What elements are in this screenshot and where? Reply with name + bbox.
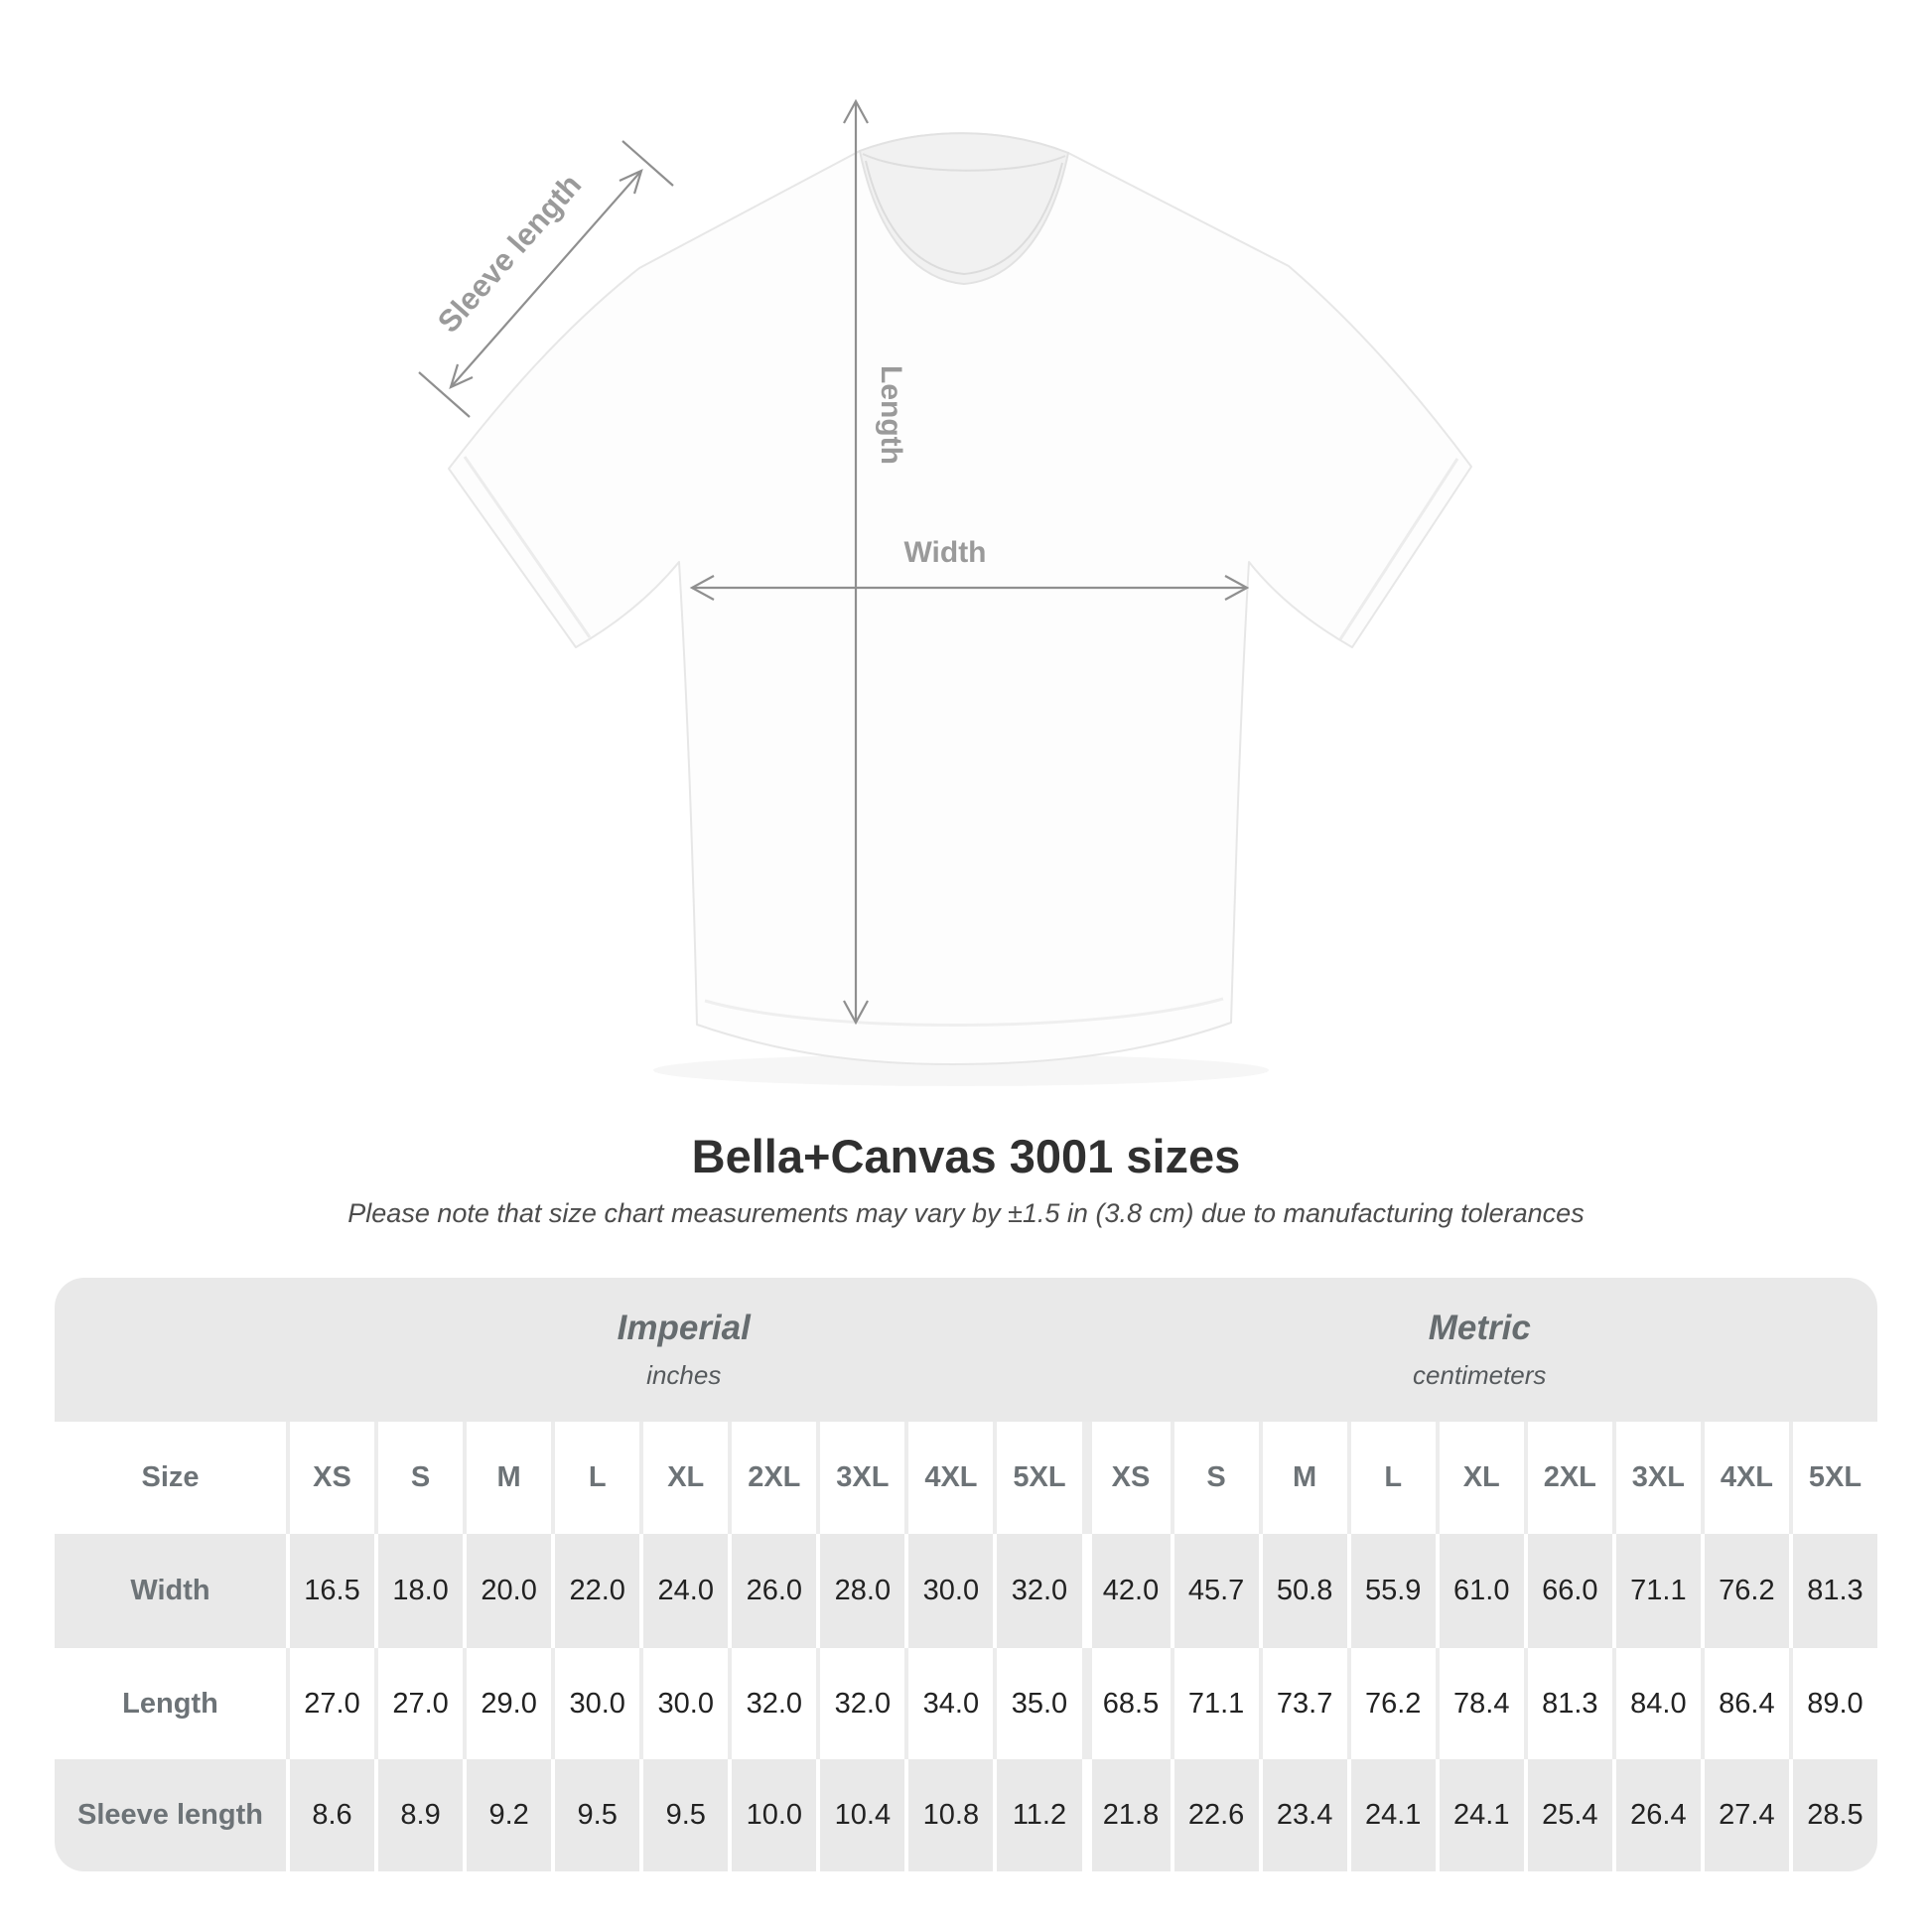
value-cell: 81.3 [1523,1648,1612,1759]
size-header-imperial-m: M [463,1422,552,1534]
size-header-imperial-xl: XL [639,1422,729,1534]
value-cell: 68.5 [1081,1648,1171,1759]
value-cell: 78.4 [1435,1648,1524,1759]
value-cell: 20.0 [463,1534,552,1648]
value-cell: 71.1 [1611,1534,1701,1648]
width-arrow [689,575,1250,601]
size-header-imperial-s: S [374,1422,464,1534]
size-header-metric-l: L [1346,1422,1436,1534]
size-header-metric-2xl: 2XL [1523,1422,1612,1534]
value-cell: 10.0 [728,1759,817,1871]
value-cell: 73.7 [1258,1648,1347,1759]
value-cell: 9.5 [551,1759,640,1871]
value-cell: 71.1 [1170,1648,1259,1759]
size-header-imperial-2xl: 2XL [728,1422,817,1534]
value-cell: 10.4 [816,1759,905,1871]
size-header-metric-s: S [1170,1422,1259,1534]
value-cell: 8.9 [374,1759,464,1871]
value-cell: 28.5 [1788,1759,1877,1871]
size-header-metric-m: M [1258,1422,1347,1534]
value-cell: 61.0 [1435,1534,1524,1648]
size-header-metric-4xl: 4XL [1700,1422,1789,1534]
value-cell: 84.0 [1611,1648,1701,1759]
value-cell: 30.0 [639,1648,729,1759]
row-label-width: Width [55,1534,286,1648]
value-cell: 21.8 [1081,1759,1171,1871]
size-header-metric-xl: XL [1435,1422,1524,1534]
sleeve-length-arrow [418,140,674,418]
value-cell: 42.0 [1081,1534,1171,1648]
value-cell: 89.0 [1788,1648,1877,1759]
value-cell: 26.4 [1611,1759,1701,1871]
value-cell: 10.8 [904,1759,994,1871]
tshirt-measurement-diagram: Length Width Sleeve length [418,98,1472,1065]
size-header-imperial-3xl: 3XL [816,1422,905,1534]
value-cell: 22.0 [551,1534,640,1648]
value-cell: 28.0 [816,1534,905,1648]
page-title: Bella+Canvas 3001 sizes [691,1130,1241,1182]
imperial-unit-header: Imperial inches [286,1278,1082,1422]
value-cell: 26.0 [728,1534,817,1648]
size-header-metric-xs: XS [1081,1422,1171,1534]
table-corner-cell [55,1278,286,1422]
sleeve-length-label: Sleeve length [431,168,588,340]
value-cell: 9.5 [639,1759,729,1871]
value-cell: 24.1 [1435,1759,1524,1871]
value-cell: 55.9 [1346,1534,1436,1648]
value-cell: 66.0 [1523,1534,1612,1648]
value-cell: 32.0 [816,1648,905,1759]
value-cell: 34.0 [904,1648,994,1759]
row-label-length: Length [55,1648,286,1759]
imperial-label: Imperial [617,1309,751,1347]
size-header-metric-5xl: 5XL [1788,1422,1877,1534]
size-table: Imperial inches Metric centimeters Size X… [55,1278,1877,1871]
value-cell: 25.4 [1523,1759,1612,1871]
metric-unit-header: Metric centimeters [1081,1278,1877,1422]
metric-label: Metric [1428,1309,1531,1347]
tshirt-silhouette [448,132,1472,1065]
value-cell: 27.0 [374,1648,464,1759]
value-cell: 32.0 [728,1648,817,1759]
size-column-header: Size [55,1422,286,1534]
value-cell: 35.0 [993,1648,1082,1759]
value-cell: 22.6 [1170,1759,1259,1871]
value-cell: 30.0 [904,1534,994,1648]
collar [858,132,1070,286]
value-cell: 9.2 [463,1759,552,1871]
imperial-unit: inches [646,1360,722,1390]
width-label: Width [903,536,986,569]
length-arrow [843,98,869,1026]
subtitle: Please note that size chart measurements… [347,1198,1585,1228]
value-cell: 24.1 [1346,1759,1436,1871]
size-header-imperial-xs: XS [286,1422,375,1534]
value-cell: 45.7 [1170,1534,1259,1648]
value-cell: 18.0 [374,1534,464,1648]
row-label-sleeve-length: Sleeve length [55,1759,286,1871]
value-cell: 16.5 [286,1534,375,1648]
tshirt-graphic: Length Width Sleeve length [418,98,1472,1065]
value-cell: 50.8 [1258,1534,1347,1648]
length-label: Length [875,365,907,465]
size-header-imperial-5xl: 5XL [993,1422,1082,1534]
value-cell: 11.2 [993,1759,1082,1871]
value-cell: 24.0 [639,1534,729,1648]
size-header-imperial-4xl: 4XL [904,1422,994,1534]
value-cell: 23.4 [1258,1759,1347,1871]
value-cell: 30.0 [551,1648,640,1759]
value-cell: 27.4 [1700,1759,1789,1871]
value-cell: 27.0 [286,1648,375,1759]
value-cell: 8.6 [286,1759,375,1871]
size-header-imperial-l: L [551,1422,640,1534]
size-header-metric-3xl: 3XL [1611,1422,1701,1534]
metric-unit: centimeters [1413,1360,1547,1390]
value-cell: 86.4 [1700,1648,1789,1759]
value-cell: 76.2 [1700,1534,1789,1648]
value-cell: 29.0 [463,1648,552,1759]
value-cell: 76.2 [1346,1648,1436,1759]
value-cell: 81.3 [1788,1534,1877,1648]
value-cell: 32.0 [993,1534,1082,1648]
